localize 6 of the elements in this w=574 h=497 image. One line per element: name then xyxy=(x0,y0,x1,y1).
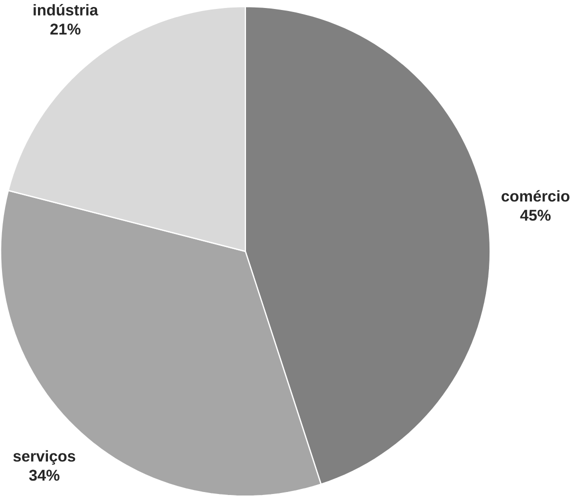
data-label: 45% xyxy=(520,210,551,221)
slice-label: comércio xyxy=(502,190,570,202)
data-label: 21% xyxy=(50,24,80,35)
slice-label: serviços xyxy=(13,450,76,465)
slice-label: indústria xyxy=(34,4,98,16)
data-label: 34% xyxy=(29,470,60,481)
